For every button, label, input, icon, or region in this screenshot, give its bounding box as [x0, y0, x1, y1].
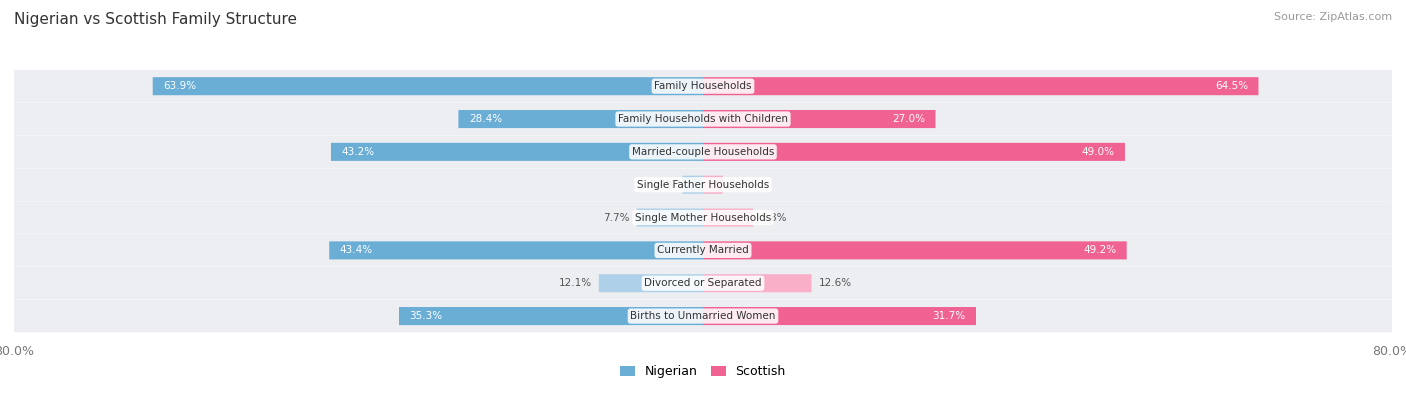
Text: 12.6%: 12.6%: [818, 278, 852, 288]
Text: 43.2%: 43.2%: [342, 147, 374, 157]
Text: Single Father Households: Single Father Households: [637, 180, 769, 190]
FancyBboxPatch shape: [14, 168, 1392, 201]
Text: 7.7%: 7.7%: [603, 213, 630, 222]
Text: 5.8%: 5.8%: [759, 213, 786, 222]
Text: 27.0%: 27.0%: [893, 114, 925, 124]
FancyBboxPatch shape: [703, 307, 976, 325]
Text: 2.4%: 2.4%: [650, 180, 675, 190]
FancyBboxPatch shape: [14, 201, 1392, 234]
Text: 31.7%: 31.7%: [932, 311, 966, 321]
Text: 43.4%: 43.4%: [340, 245, 373, 256]
Text: Births to Unmarried Women: Births to Unmarried Women: [630, 311, 776, 321]
FancyBboxPatch shape: [703, 176, 723, 194]
Text: Family Households with Children: Family Households with Children: [619, 114, 787, 124]
FancyBboxPatch shape: [330, 143, 703, 161]
FancyBboxPatch shape: [637, 209, 703, 227]
Text: Family Households: Family Households: [654, 81, 752, 91]
Text: 63.9%: 63.9%: [163, 81, 197, 91]
Text: 28.4%: 28.4%: [468, 114, 502, 124]
Text: 49.2%: 49.2%: [1083, 245, 1116, 256]
Text: Divorced or Separated: Divorced or Separated: [644, 278, 762, 288]
Text: Currently Married: Currently Married: [657, 245, 749, 256]
FancyBboxPatch shape: [153, 77, 703, 95]
FancyBboxPatch shape: [14, 103, 1392, 135]
FancyBboxPatch shape: [399, 307, 703, 325]
Text: Single Mother Households: Single Mother Households: [636, 213, 770, 222]
FancyBboxPatch shape: [14, 135, 1392, 168]
Legend: Nigerian, Scottish: Nigerian, Scottish: [616, 360, 790, 383]
Text: Married-couple Households: Married-couple Households: [631, 147, 775, 157]
FancyBboxPatch shape: [703, 274, 811, 292]
FancyBboxPatch shape: [329, 241, 703, 260]
FancyBboxPatch shape: [14, 300, 1392, 332]
FancyBboxPatch shape: [682, 176, 703, 194]
FancyBboxPatch shape: [458, 110, 703, 128]
Text: 12.1%: 12.1%: [558, 278, 592, 288]
FancyBboxPatch shape: [14, 267, 1392, 299]
FancyBboxPatch shape: [599, 274, 703, 292]
FancyBboxPatch shape: [703, 209, 754, 227]
FancyBboxPatch shape: [703, 143, 1125, 161]
Text: Source: ZipAtlas.com: Source: ZipAtlas.com: [1274, 12, 1392, 22]
Text: 49.0%: 49.0%: [1081, 147, 1115, 157]
Text: Nigerian vs Scottish Family Structure: Nigerian vs Scottish Family Structure: [14, 12, 297, 27]
FancyBboxPatch shape: [14, 234, 1392, 267]
FancyBboxPatch shape: [14, 70, 1392, 102]
FancyBboxPatch shape: [703, 77, 1258, 95]
FancyBboxPatch shape: [703, 110, 935, 128]
Text: 35.3%: 35.3%: [409, 311, 443, 321]
Text: 64.5%: 64.5%: [1215, 81, 1249, 91]
Text: 2.3%: 2.3%: [730, 180, 756, 190]
FancyBboxPatch shape: [703, 241, 1126, 260]
